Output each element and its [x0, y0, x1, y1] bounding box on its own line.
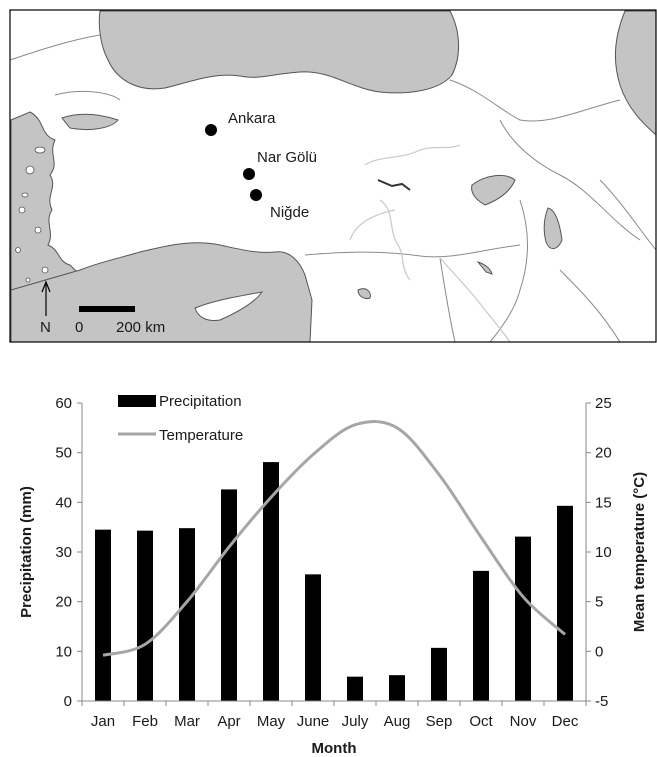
- place-marker: [205, 124, 217, 136]
- y-tick-label: 40: [55, 494, 72, 511]
- x-tick-label: Apr: [217, 713, 240, 730]
- precipitation-bar: [557, 505, 573, 701]
- y-tick-label: 20: [55, 594, 72, 611]
- rivers: [349, 144, 511, 343]
- north-label: N: [40, 319, 51, 336]
- x-tick-label: May: [257, 713, 286, 730]
- precipitation-bar: [221, 489, 237, 701]
- place-ankara: Ankara: [205, 110, 276, 136]
- x-axis-ticks: Jan Feb Mar Apr May June July Aug Sep Oct Nov Dec: [81, 701, 587, 730]
- map-frame: [9, 9, 657, 343]
- aegean-sea: [10, 111, 81, 293]
- map-panel: Ankara Nar Gölü Niğde N 0 200 km: [9, 9, 657, 343]
- x-tick-label: Aug: [384, 713, 411, 730]
- precipitation-bar: [347, 676, 363, 701]
- lake-van: [471, 174, 516, 206]
- y2-tick-label: 25: [595, 395, 612, 412]
- legend-swatch-precipitation: [118, 395, 156, 407]
- x-tick-label: Nov: [510, 713, 537, 730]
- place-marker: [250, 189, 262, 201]
- place-label: Ankara: [228, 110, 276, 127]
- cyprus: [194, 291, 264, 321]
- precipitation-bar: [95, 529, 111, 701]
- y-axis-ticks: 0 10 20 30 40 50 60: [55, 395, 82, 710]
- y2-tick-label: 15: [595, 494, 612, 511]
- place-label: Niğde: [270, 204, 309, 221]
- lake-assad: [476, 260, 493, 275]
- precipitation-bar: [473, 570, 489, 701]
- legend-label-precipitation: Precipitation: [159, 393, 242, 410]
- mediterranean-sea: [10, 242, 313, 343]
- place-marker: [243, 168, 255, 180]
- y2-tick-label: -5: [595, 693, 608, 710]
- precipitation-bar: [263, 462, 279, 701]
- x-tick-label: Jan: [91, 713, 115, 730]
- lake-tuz: [357, 288, 371, 299]
- place-nar-golu: Nar Gölü: [243, 149, 317, 180]
- precipitation-bars: [95, 462, 573, 701]
- y2-axis-title: Mean temperature (°C): [631, 472, 648, 632]
- y2-tick-label: 0: [595, 643, 603, 660]
- aegean-islands: [15, 146, 49, 283]
- lake-urmia: [543, 207, 563, 249]
- y-tick-label: 50: [55, 445, 72, 462]
- y2-tick-label: 20: [595, 445, 612, 462]
- x-tick-label: July: [342, 713, 369, 730]
- precipitation-bar: [389, 675, 405, 701]
- north-arrow: N: [40, 280, 51, 336]
- precipitation-bar: [137, 530, 153, 701]
- place-nigde: Niğde: [250, 189, 309, 221]
- x-tick-label: Feb: [132, 713, 158, 730]
- y2-tick-label: 5: [595, 594, 603, 611]
- y-tick-label: 60: [55, 395, 72, 412]
- x-tick-label: June: [297, 713, 330, 730]
- precipitation-bar: [515, 536, 531, 701]
- sea-of-marmara: [61, 113, 119, 131]
- place-label: Nar Gölü: [257, 149, 317, 166]
- x-tick-label: Dec: [552, 713, 579, 730]
- scale-end-label: 200 km: [116, 319, 165, 336]
- precipitation-bar: [431, 647, 447, 701]
- x-tick-label: Oct: [469, 713, 493, 730]
- black-sea: [98, 10, 460, 94]
- y-tick-label: 30: [55, 544, 72, 561]
- y-tick-label: 10: [55, 643, 72, 660]
- x-tick-label: Sep: [426, 713, 453, 730]
- y2-tick-label: 10: [595, 544, 612, 561]
- x-tick-label: Mar: [174, 713, 200, 730]
- precipitation-bar: [179, 528, 195, 701]
- lake-keban: [377, 179, 411, 191]
- y-tick-label: 0: [64, 693, 72, 710]
- y-axis-title: Precipitation (mm): [18, 486, 35, 618]
- x-axis-title: Month: [312, 740, 357, 757]
- scale-start-label: 0: [75, 319, 83, 336]
- scale-bar: 0 200 km: [75, 306, 165, 336]
- legend: Precipitation Temperature: [118, 393, 243, 444]
- climate-chart: 0 10 20 30 40 50 60 -5 0 5 10 15 20 25 Jan Feb Mar Apr M…: [18, 393, 648, 757]
- y2-axis-ticks: -5 0 5 10 15 20 25: [586, 395, 612, 710]
- precipitation-bar: [305, 574, 321, 701]
- caspian-sea: [615, 10, 657, 137]
- legend-label-temperature: Temperature: [159, 427, 243, 444]
- temperature-line: [102, 420, 567, 657]
- country-borders: [9, 34, 657, 343]
